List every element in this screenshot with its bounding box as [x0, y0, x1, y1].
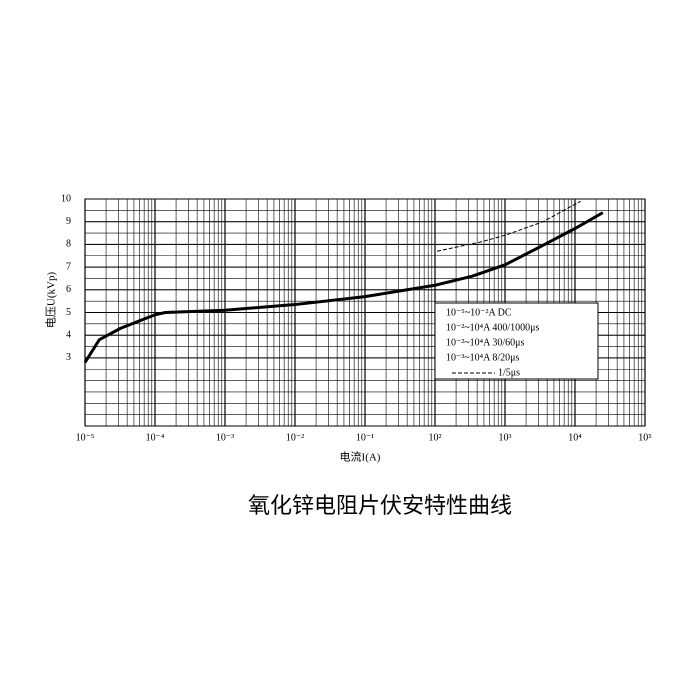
y-tick-label: 6 [66, 284, 71, 295]
y-axis-label: 电压U(kVp) [45, 272, 58, 329]
x-tick-label: 10³ [499, 432, 512, 443]
data-line [83, 211, 604, 364]
legend-entry: 1/5μs [498, 367, 520, 378]
x-tick-label: 10⁻⁴ [146, 432, 165, 443]
x-tick-label: 10⁻² [286, 432, 304, 443]
legend-entry: 10⁻²~10⁴A 400/1000μs [446, 322, 539, 333]
y-tick-label: 4 [66, 329, 71, 340]
x-axis-label: 电流I(A) [340, 450, 381, 464]
legend-box [434, 302, 599, 380]
x-tick-label: 10⁵ [638, 432, 652, 443]
x-tick-label: 10⁴ [568, 432, 582, 443]
legend-entry: 10⁻⁵~10⁻²A DC [446, 307, 512, 318]
y-tick-label: 3 [66, 352, 71, 363]
x-tick-label: 10⁻⁵ [76, 432, 95, 443]
y-tick-label: 5 [66, 307, 71, 318]
plot-frame [84, 198, 646, 427]
y-tick-label: 7 [66, 261, 71, 272]
chart-title: 氧化锌电阻片伏安特性曲线 [248, 493, 512, 518]
x-tick-label: 10⁻¹ [356, 432, 374, 443]
legend-entry: 10⁻²~10⁴A 30/60μs [446, 337, 524, 348]
legend-entry: 10⁻³~10⁴A 8/20μs [446, 352, 519, 363]
y-tick-label: 9 [66, 216, 71, 227]
data-line [436, 200, 581, 252]
y-tick-label: 8 [66, 239, 71, 250]
x-tick-label: 10² [429, 432, 442, 443]
x-tick-label: 10⁻³ [216, 432, 234, 443]
y-tick-label: 10 [61, 193, 71, 204]
